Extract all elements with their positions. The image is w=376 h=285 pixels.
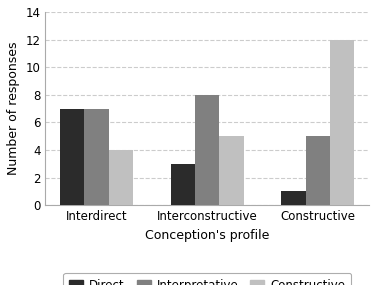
- X-axis label: Conception's profile: Conception's profile: [145, 229, 269, 242]
- Bar: [171, 164, 195, 205]
- Y-axis label: Number of responses: Number of responses: [7, 42, 20, 175]
- Legend: Direct, Interpretative, Constructive: Direct, Interpretative, Constructive: [63, 273, 351, 285]
- Bar: [109, 150, 133, 205]
- Bar: [219, 136, 244, 205]
- Bar: [85, 109, 109, 205]
- Bar: [330, 40, 354, 205]
- Bar: [306, 136, 330, 205]
- Bar: [195, 95, 219, 205]
- Bar: [281, 192, 306, 205]
- Bar: [60, 109, 85, 205]
